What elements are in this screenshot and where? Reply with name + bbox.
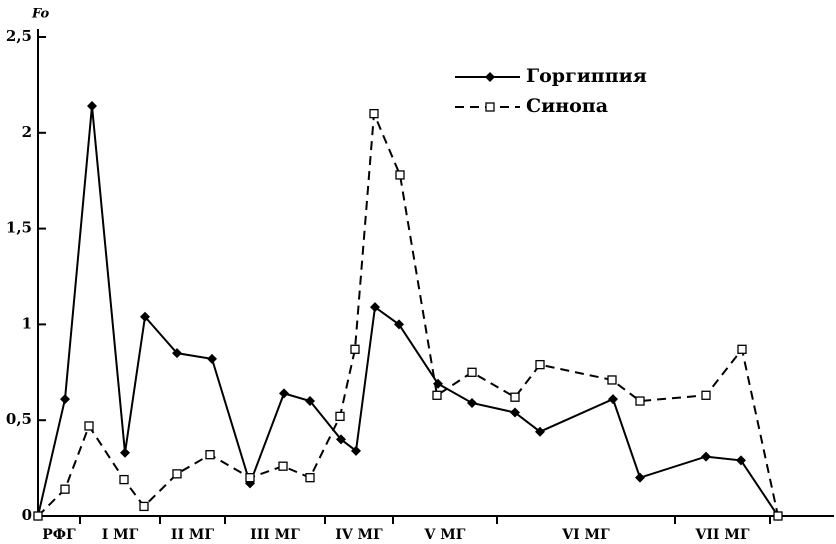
point [635, 396, 645, 406]
point [120, 447, 130, 458]
legend-label: Горгиппия [526, 65, 647, 87]
period-label: II МГ [171, 527, 214, 543]
point [433, 378, 443, 389]
point [278, 461, 288, 471]
point [351, 445, 361, 456]
point [119, 474, 129, 485]
point [370, 302, 380, 313]
legend-label: Синопа [526, 95, 608, 117]
period-label: V МГ [424, 527, 466, 543]
point [33, 511, 43, 521]
point [60, 484, 70, 494]
period-label: РФГ [42, 527, 76, 543]
point [395, 170, 405, 180]
period-label: III МГ [250, 527, 300, 543]
point [635, 472, 645, 483]
point [140, 311, 150, 322]
point [350, 344, 360, 354]
point [608, 394, 618, 405]
point [335, 411, 345, 422]
point [467, 367, 477, 377]
point [60, 394, 70, 405]
point [467, 397, 477, 408]
point [172, 348, 182, 359]
y-tick-label: 1 [22, 314, 32, 332]
point [245, 473, 255, 483]
point [369, 108, 379, 119]
point [737, 344, 747, 354]
period-label: I МГ [102, 527, 139, 543]
point [535, 426, 545, 437]
series-line [37, 105, 779, 517]
point [305, 396, 315, 407]
y-tick-label: 0 [22, 506, 32, 524]
y-tick-label: 2 [22, 123, 32, 141]
point [510, 392, 520, 402]
period-label: IV МГ [335, 527, 383, 543]
point [336, 434, 346, 445]
y-axis-label: Fo [31, 7, 50, 22]
point [773, 511, 783, 521]
period-label: VII МГ [695, 527, 750, 543]
point [432, 390, 442, 400]
point [305, 473, 315, 483]
point [701, 451, 711, 462]
y-tick-label: 0,5 [6, 410, 32, 428]
point [394, 319, 404, 330]
period-label: VI МГ [561, 527, 610, 543]
point [701, 390, 711, 400]
legend-marker [485, 72, 495, 82]
legend-marker [485, 102, 495, 112]
point [87, 100, 97, 111]
point [279, 388, 289, 399]
point [205, 450, 215, 460]
point [207, 353, 217, 364]
point [172, 469, 182, 479]
point [736, 455, 746, 466]
point [84, 421, 94, 431]
series-line [37, 113, 779, 517]
point [535, 359, 545, 370]
point [139, 501, 149, 512]
point [607, 375, 617, 385]
y-tick-label: 1,5 [6, 219, 32, 237]
y-tick-label: 2,5 [6, 27, 32, 45]
point [510, 407, 520, 418]
